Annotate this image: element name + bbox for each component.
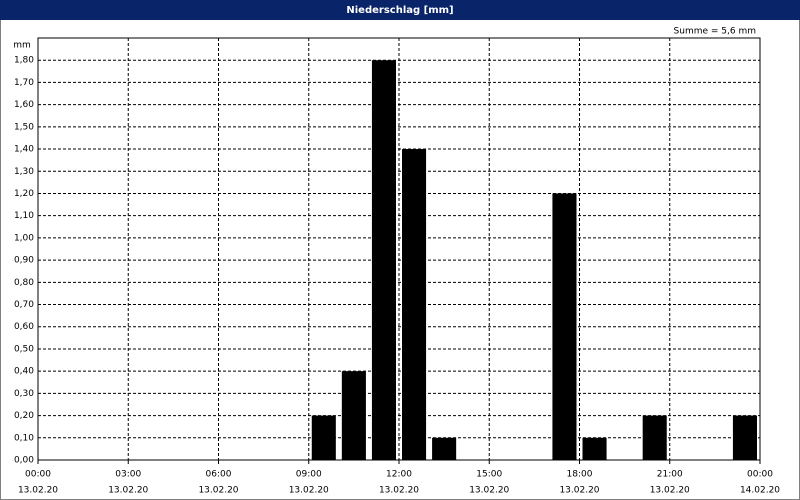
y-tick-label: 1,10 bbox=[14, 211, 34, 221]
x-tick-label: 09:00 bbox=[296, 470, 322, 480]
x-tick-date: 14.02.20 bbox=[740, 486, 780, 496]
y-tick-label: 1,00 bbox=[14, 233, 34, 243]
y-tick-label: 0,10 bbox=[14, 433, 34, 443]
x-tick-label: 15:00 bbox=[476, 470, 502, 480]
x-tick-date: 13.02.20 bbox=[469, 486, 509, 496]
x-tick-label: 12:00 bbox=[386, 470, 412, 480]
x-tick-label: 06:00 bbox=[206, 470, 232, 480]
bar bbox=[402, 149, 427, 461]
x-tick-label: 03:00 bbox=[115, 470, 141, 480]
x-tick-date: 13.02.20 bbox=[289, 486, 329, 496]
y-tick-label: 1,20 bbox=[14, 189, 34, 199]
x-tick-date: 13.02.20 bbox=[108, 486, 148, 496]
y-tick-label: 1,80 bbox=[14, 56, 34, 66]
title-bar bbox=[0, 0, 800, 20]
y-tick-label: 0,00 bbox=[14, 456, 34, 466]
y-tick-label: 1,30 bbox=[14, 167, 34, 177]
y-tick-label: 0,30 bbox=[14, 389, 34, 399]
x-tick-date: 13.02.20 bbox=[559, 486, 599, 496]
bar bbox=[732, 415, 757, 460]
y-tick-label: 0,20 bbox=[14, 411, 34, 421]
bar bbox=[432, 437, 457, 460]
y-tick-label: 0,70 bbox=[14, 300, 34, 310]
x-tick-label: 18:00 bbox=[567, 470, 593, 480]
x-tick-label: 21:00 bbox=[657, 470, 683, 480]
x-tick-date: 13.02.20 bbox=[379, 486, 419, 496]
bar bbox=[582, 437, 607, 460]
x-tick-label: 00:00 bbox=[747, 470, 773, 480]
y-tick-label: 1,60 bbox=[14, 100, 34, 110]
y-tick-label: 0,50 bbox=[14, 344, 34, 354]
chart-title: Niederschlag [mm] bbox=[346, 5, 453, 16]
bar bbox=[552, 193, 577, 460]
bar bbox=[341, 371, 366, 460]
y-tick-label: 0,80 bbox=[14, 278, 34, 288]
y-tick-label: 1,40 bbox=[14, 145, 34, 155]
bar bbox=[311, 415, 336, 460]
y-tick-label: 1,50 bbox=[14, 122, 34, 132]
x-tick-date: 13.02.20 bbox=[650, 486, 690, 496]
y-axis-label: mm bbox=[13, 41, 31, 51]
bar bbox=[371, 60, 396, 461]
x-tick-label: 00:00 bbox=[25, 470, 51, 480]
x-tick-date: 13.02.20 bbox=[18, 486, 58, 496]
y-tick-label: 0,40 bbox=[14, 367, 34, 377]
x-tick-date: 13.02.20 bbox=[198, 486, 238, 496]
annotation: Summe = 5,6 mm bbox=[674, 27, 756, 37]
y-tick-label: 1,70 bbox=[14, 78, 34, 88]
y-tick-label: 0,60 bbox=[14, 322, 34, 332]
bar bbox=[642, 415, 667, 460]
y-tick-label: 0,90 bbox=[14, 256, 34, 266]
